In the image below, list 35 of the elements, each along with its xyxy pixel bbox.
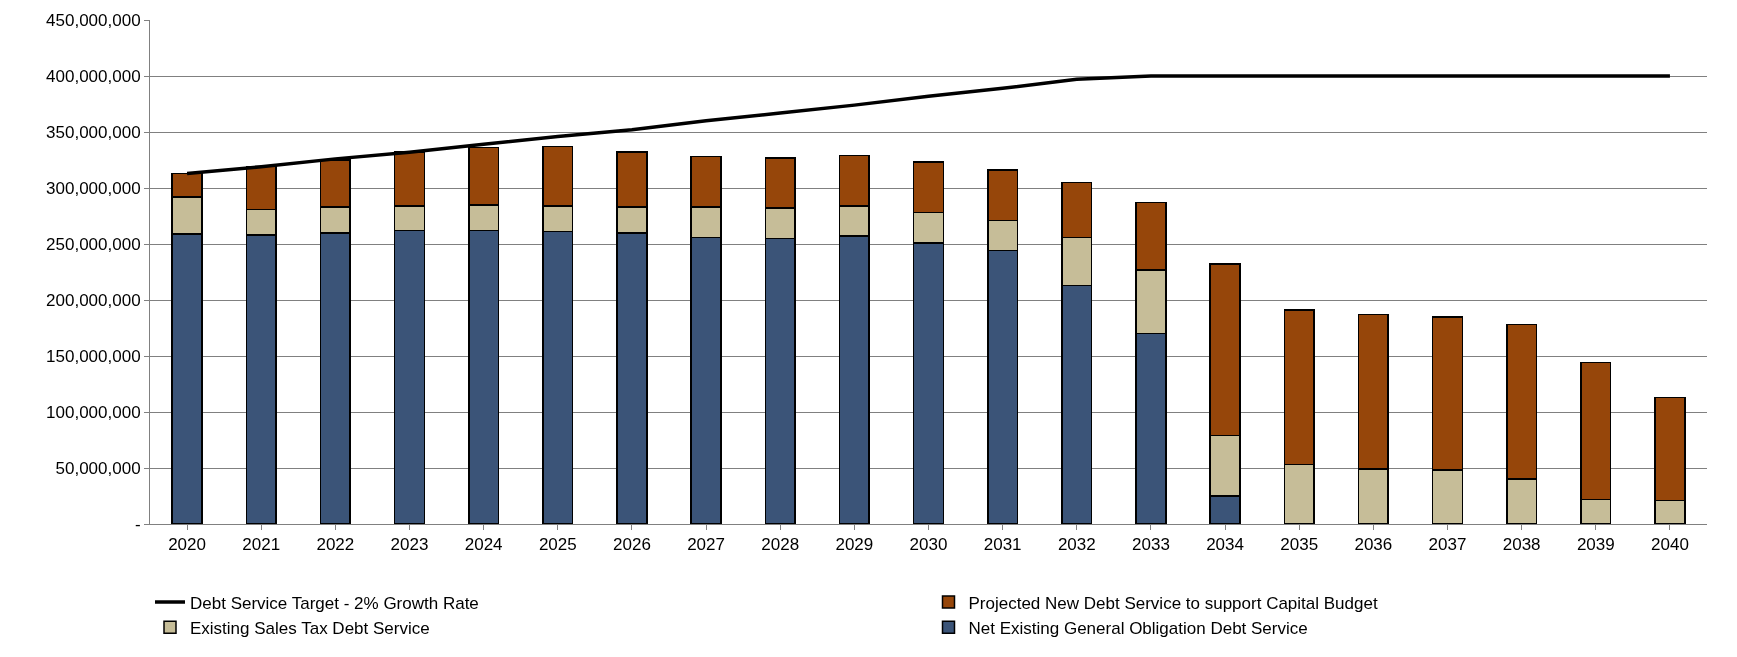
x-tick-label: 2030 — [909, 535, 948, 555]
y-tick-label: - — [134, 514, 141, 534]
x-tick-label: 2021 — [242, 535, 281, 555]
x-tick-label: 2023 — [390, 535, 429, 555]
y-tick-label: 50,000,000 — [55, 458, 141, 478]
x-tick-label: 2020 — [168, 535, 206, 555]
y-tick-label: 250,000,000 — [46, 234, 141, 254]
x-tick-label: 2032 — [1057, 535, 1096, 555]
legend-label: Projected New Debt Service to support Capital Budget — [968, 593, 1378, 613]
x-tick-label: 2039 — [1576, 535, 1615, 555]
y-tick-label: 450,000,000 — [46, 10, 141, 30]
x-tick-label: 2034 — [1206, 535, 1244, 555]
x-tick-label: 2040 — [1651, 535, 1689, 555]
x-tick-label: 2025 — [538, 535, 577, 555]
x-tick-label: 2029 — [835, 535, 874, 555]
legend-label: Net Existing General Obligation Debt Service — [968, 618, 1308, 638]
x-tick-label: 2027 — [687, 535, 725, 555]
x-tick-label: 2024 — [464, 535, 503, 555]
x-tick-label: 2035 — [1280, 535, 1319, 555]
x-tick-label: 2033 — [1132, 535, 1170, 555]
y-tick-label: 400,000,000 — [46, 66, 141, 86]
y-tick-label: 300,000,000 — [46, 178, 141, 198]
legend-label: Debt Service Target - 2% Growth Rate — [190, 593, 479, 613]
y-tick-label: 150,000,000 — [46, 346, 141, 366]
x-tick-label: 2028 — [761, 535, 800, 555]
x-tick-label: 2031 — [983, 535, 1022, 555]
x-tick-label: 2036 — [1354, 535, 1393, 555]
x-tick-label: 2037 — [1428, 535, 1467, 555]
x-tick-label: 2026 — [613, 535, 651, 555]
y-tick-label: 100,000,000 — [46, 402, 141, 422]
y-tick-label: 200,000,000 — [46, 290, 141, 310]
y-tick-label: 350,000,000 — [46, 122, 141, 142]
x-tick-label: 2038 — [1502, 535, 1541, 555]
legend-label: Existing Sales Tax Debt Service — [190, 618, 430, 638]
x-tick-label: 2022 — [316, 535, 355, 555]
